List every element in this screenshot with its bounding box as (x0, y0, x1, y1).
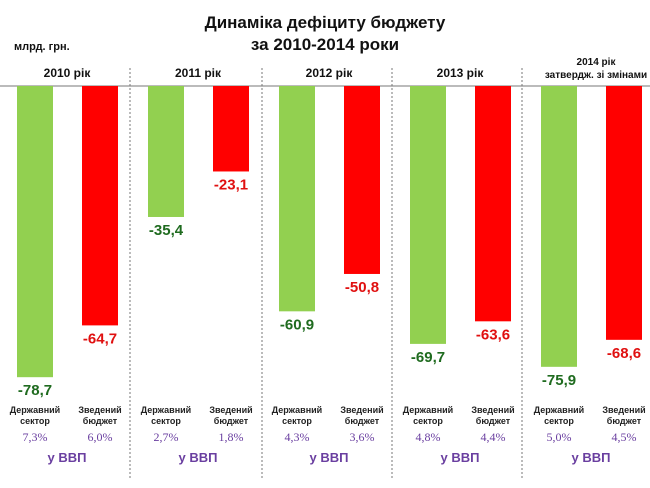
gdp-percent: 4,8% (416, 430, 441, 444)
data-label: -69,7 (411, 349, 445, 366)
data-label: -63,6 (476, 326, 510, 343)
series-label: Зведений (471, 405, 514, 415)
series-label: сектор (413, 416, 443, 426)
bar-consolidated-budget (82, 86, 118, 326)
gdp-percent: 2,7% (154, 430, 179, 444)
category-label: 2012 рік (306, 66, 354, 80)
series-label: Державний (534, 405, 584, 415)
bar-state-sector (279, 86, 315, 312)
category-label: 2011 рік (175, 66, 222, 80)
series-label: сектор (20, 416, 50, 426)
gdp-percent: 7,3% (23, 430, 48, 444)
series-label: бюджет (476, 416, 511, 426)
series-label: сектор (151, 416, 181, 426)
gdp-label: у ВВП (310, 450, 349, 465)
bar-consolidated-budget (475, 86, 511, 322)
gdp-label: у ВВП (572, 450, 611, 465)
bar-state-sector (17, 86, 53, 378)
bar-state-sector (148, 86, 184, 217)
gdp-percent: 4,5% (612, 430, 637, 444)
series-label: Зведений (340, 405, 383, 415)
bar-consolidated-budget (344, 86, 380, 274)
data-label: -60,9 (280, 316, 314, 333)
category-label: 2010 рік (44, 66, 92, 80)
data-label: -75,9 (542, 372, 576, 389)
gdp-percent: 1,8% (219, 430, 244, 444)
data-label: -78,7 (18, 382, 52, 399)
series-label: сектор (544, 416, 574, 426)
chart-title: Динаміка дефіциту бюджету (204, 13, 446, 32)
data-label: -23,1 (214, 176, 248, 193)
gdp-percent: 3,6% (350, 430, 375, 444)
series-label: Державний (403, 405, 453, 415)
gdp-label: у ВВП (179, 450, 218, 465)
gdp-percent: 5,0% (547, 430, 572, 444)
category-sublabel: затвердж. зі змінами (545, 70, 647, 81)
series-label: бюджет (607, 416, 642, 426)
bar-state-sector (410, 86, 446, 344)
gdp-label: у ВВП (441, 450, 480, 465)
gdp-label: у ВВП (48, 450, 87, 465)
chart-subtitle: за 2010-2014 роки (250, 35, 400, 54)
data-label: -50,8 (345, 279, 379, 296)
bar-consolidated-budget (606, 86, 642, 340)
gdp-percent: 4,3% (285, 430, 310, 444)
data-label: -35,4 (149, 222, 184, 239)
series-label: бюджет (345, 416, 380, 426)
data-label: -68,6 (607, 345, 641, 362)
series-label: сектор (282, 416, 312, 426)
series-label: Зведений (602, 405, 645, 415)
y-unit-label: млрд. грн. (14, 41, 70, 53)
category-label: 2014 рік (577, 57, 617, 68)
series-label: Зведений (78, 405, 121, 415)
category-label: 2013 рік (437, 66, 485, 80)
bar-state-sector (541, 86, 577, 367)
series-label: Державний (272, 405, 322, 415)
gdp-percent: 6,0% (88, 430, 113, 444)
gdp-percent: 4,4% (481, 430, 506, 444)
series-label: Зведений (209, 405, 252, 415)
bar-consolidated-budget (213, 86, 249, 172)
series-label: бюджет (214, 416, 249, 426)
series-label: Державний (141, 405, 191, 415)
series-label: бюджет (83, 416, 118, 426)
data-label: -64,7 (83, 330, 117, 347)
series-label: Державний (10, 405, 60, 415)
